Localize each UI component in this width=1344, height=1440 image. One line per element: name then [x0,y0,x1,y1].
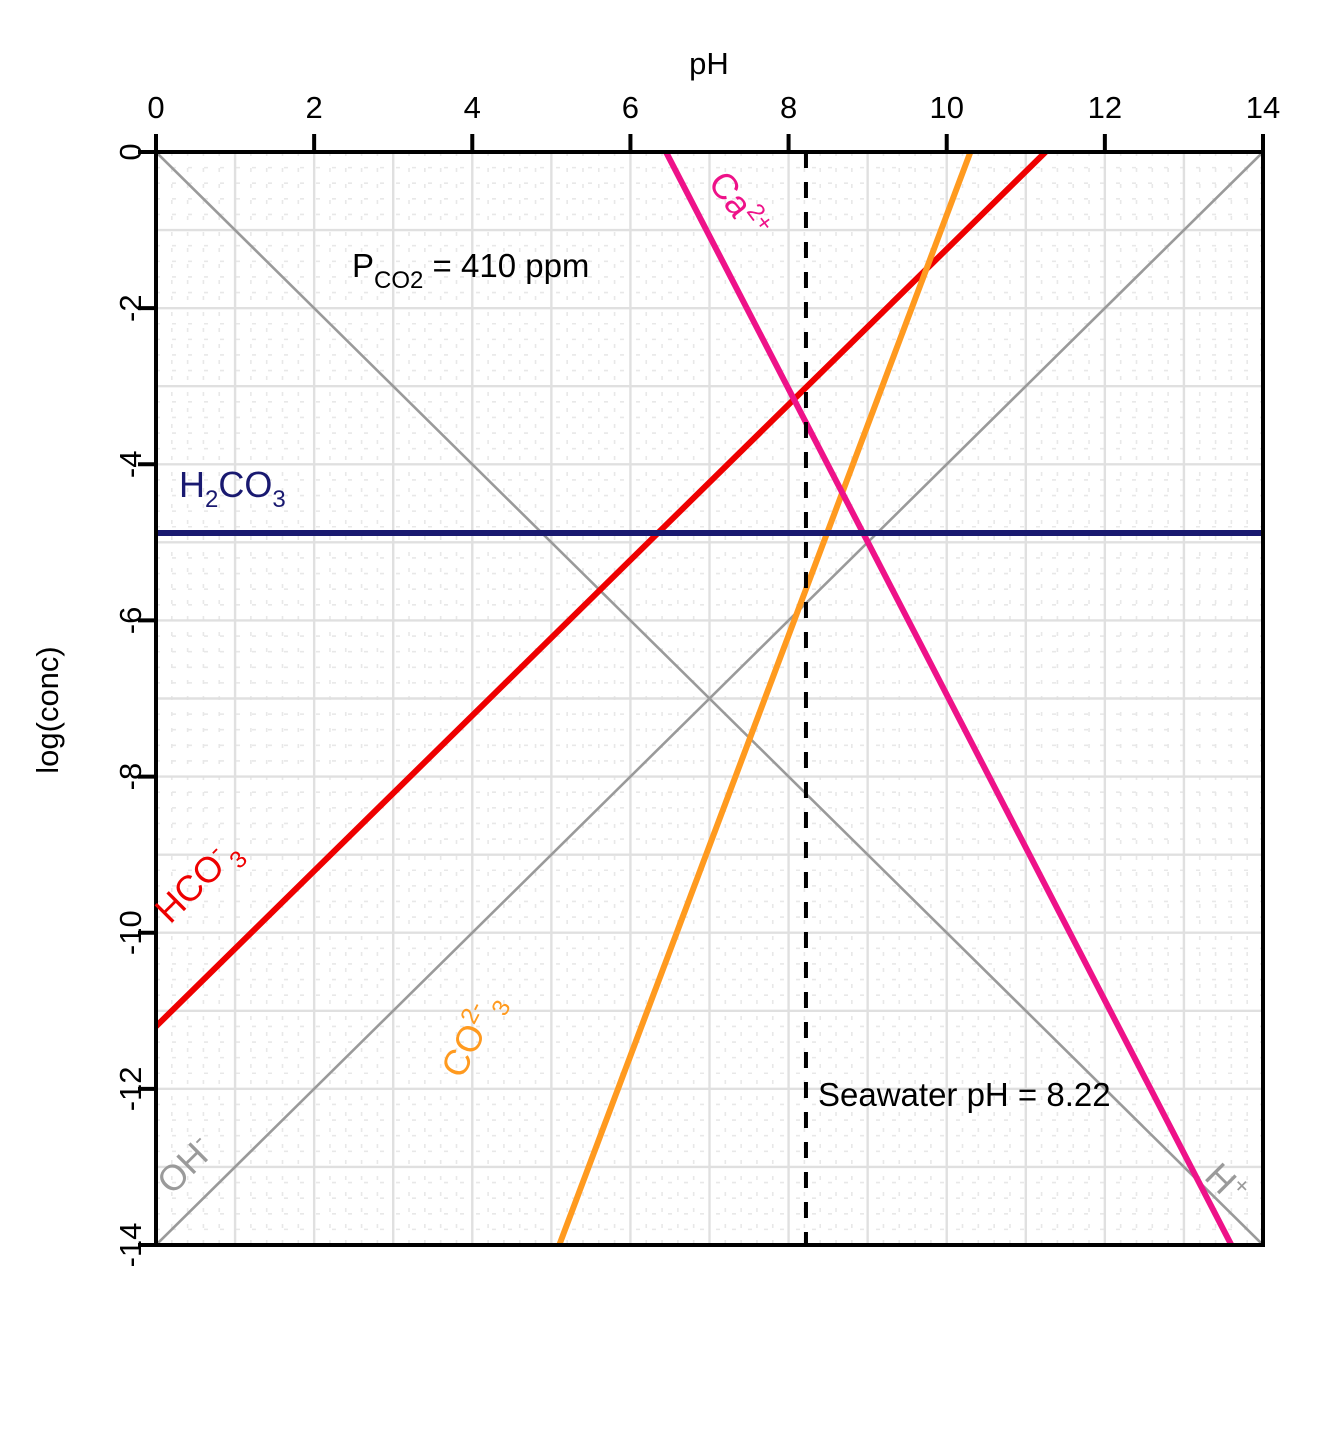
series-label-h2co3: H2CO3 [179,464,286,513]
h2co3-h: H [179,464,205,505]
series-line-h [156,152,1263,1245]
y-tick-label: -8 [113,763,148,791]
pco2-annotation: PCO2 = 410 ppm [352,247,589,294]
x-tick-label: 12 [1088,90,1122,125]
pco2-p: P [352,247,374,284]
pco2-subscript: CO2 [374,267,423,294]
x-tick-label: 6 [622,90,639,125]
y-axis-ticks [138,150,156,1247]
x-tick-label: 14 [1246,90,1280,125]
y-axis-title: log(conc) [30,646,65,774]
h2co3-sub-2: 2 [205,486,218,513]
x-tick-label: 0 [147,90,164,125]
pco2-annotation-text: PCO2 = 410 ppm [352,247,589,294]
h2co3-sub-3: 3 [272,486,285,513]
x-tick-label: 8 [780,90,797,125]
seawater-ph-annotation: Seawater pH = 8.22 [818,1076,1111,1113]
y-tick-label: -4 [113,450,148,478]
x-axis-title: pH [689,46,729,81]
y-tick-label: -14 [113,1223,148,1268]
x-axis-tick-labels: 0 2 4 6 8 10 12 14 [147,90,1280,125]
y-tick-label: -10 [113,910,148,955]
data-lines [156,152,1263,1245]
pco2-rest: = 410 ppm [423,247,589,284]
y-tick-label: 0 [113,143,148,160]
x-tick-label: 4 [464,90,481,125]
y-tick-label: -6 [113,607,148,635]
x-tick-label: 2 [306,90,323,125]
series-line-co3 [556,152,974,1245]
x-tick-label: 10 [929,90,963,125]
h2co3-co: CO [218,464,272,505]
series-line-ca [663,152,1235,1245]
y-tick-label: -2 [113,294,148,322]
x-axis-ticks [154,134,1265,152]
y-axis-tick-labels: 0 -2 -4 -6 -8 -10 -12 -14 [113,143,148,1267]
series-line-hco3 [156,152,1048,1029]
plot-border [154,150,1265,1247]
y-tick-label: -12 [113,1066,148,1111]
